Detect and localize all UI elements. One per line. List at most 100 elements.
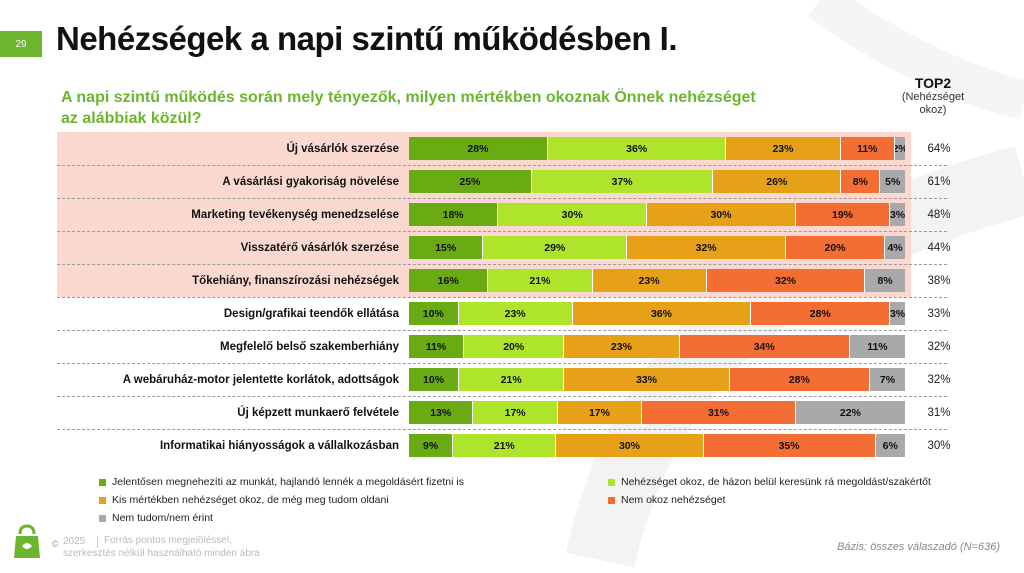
bar-segment: 28% <box>751 302 891 325</box>
bar-segment: 10% <box>409 302 459 325</box>
top2-subtitle-line2: okoz) <box>919 104 947 116</box>
top2-value: 30% <box>927 440 951 452</box>
legend-label: Kis mértékben nehézséget okoz, de még me… <box>112 494 389 506</box>
legend-swatch <box>99 514 106 522</box>
bar-segment: 23% <box>458 302 573 325</box>
bar-segment: 34% <box>679 335 850 358</box>
bar-segment: 2% <box>895 137 905 160</box>
legend-swatch <box>608 496 615 504</box>
chart-row: Informatikai hiányosságok a vállalkozásb… <box>57 429 1011 462</box>
row-divider <box>57 363 947 364</box>
chart-row: Megfelelő belső szakemberhiány 11% 20% 23% 3… <box>57 330 1011 363</box>
bar-segment: 30% <box>498 203 648 226</box>
top2-title: TOP2 <box>914 75 952 91</box>
legend-label: Nem okoz nehézséget <box>621 494 726 506</box>
legend-label: Jelentősen megnehezíti az munkát, hajlan… <box>112 476 464 488</box>
bar-segment: 3% <box>890 203 905 226</box>
legend-item-series-3: Kis mértékben nehézséget okoz, de még me… <box>99 494 389 506</box>
bar-segment: 36% <box>547 137 727 160</box>
top2-value: 64% <box>927 143 951 155</box>
copyright-symbol: © <box>52 539 59 549</box>
bar-segment: 33% <box>564 368 730 391</box>
bar-segment: 3% <box>890 302 905 325</box>
row-divider <box>57 396 947 397</box>
bar-segment: 13% <box>409 401 474 424</box>
page-title: Nehézségek a napi szintű működésben I. <box>56 20 678 57</box>
bar-segment: 23% <box>726 137 841 160</box>
category-label: Új vásárlók szerzése <box>286 142 399 155</box>
shopping-bag-logo-icon <box>14 524 40 558</box>
bar-segment: 23% <box>564 335 680 358</box>
row-divider <box>57 429 947 430</box>
bar-segment: 16% <box>409 269 489 292</box>
footer-source-line2: szerkesztés nélkül használható minden áb… <box>63 548 260 559</box>
bar-segment: 23% <box>592 269 707 292</box>
bar-segment: 29% <box>483 236 628 259</box>
bar-segment: 22% <box>795 401 905 424</box>
bar-segment: 6% <box>875 434 905 457</box>
footer-separator <box>97 536 98 548</box>
legend-item-series-5: Nem tudom/nem érint <box>99 512 213 524</box>
category-label: Tőkehiány, finanszírozási nehézségek <box>192 274 399 287</box>
bar-segment: 4% <box>885 236 905 259</box>
chart-legend: Jelentősen megnehezíti az munkát, hajlan… <box>99 476 979 526</box>
chart-row: Új vásárlók szerzése 28%36%23%11%2% 64% <box>57 132 1011 165</box>
row-divider <box>57 165 947 166</box>
bar-segment: 17% <box>557 401 643 424</box>
top2-value: 32% <box>927 374 951 386</box>
bar-segment: 28% <box>409 137 548 160</box>
bar-segment: 21% <box>488 269 593 292</box>
bar-segment: 37% <box>531 170 714 193</box>
legend-swatch <box>99 496 106 504</box>
bar-segment: 21% <box>453 434 557 457</box>
top2-value: 31% <box>927 407 951 419</box>
top2-value: 44% <box>927 242 951 254</box>
bar-segment: 9% <box>409 434 454 457</box>
chart-row: Tőkehiány, finanszírozási nehézségek 16% 2… <box>57 264 1011 297</box>
bar-segment: 28% <box>729 368 870 391</box>
page-number-badge: 29 <box>0 31 42 57</box>
bar-segment: 30% <box>556 434 704 457</box>
category-label: Design/grafikai teendők ellátása <box>223 307 399 320</box>
top2-value: 61% <box>927 176 951 188</box>
chart-row: Új képzett munkaerő felvétele 13% 17% 17% 31… <box>57 396 1011 429</box>
chart-row: Visszatérő vásárlók szerzése 15% 29% 32% 20%… <box>57 231 1011 264</box>
bar-segment: 20% <box>464 335 565 358</box>
top2-subtitle-line1: (Nehézséget <box>901 91 965 103</box>
footer-year: 2025 <box>63 536 86 547</box>
bar-segment: 15% <box>409 236 484 259</box>
bar-segment: 19% <box>795 203 891 226</box>
category-label: Marketing tevékenység menedzselése <box>191 208 399 221</box>
bar-segment: 5% <box>880 170 905 193</box>
legend-item-series-1: Jelentősen megnehezíti az munkát, hajlan… <box>99 476 464 488</box>
top2-value: 33% <box>927 308 951 320</box>
category-label: Informatikai hiányosságok a vállalkozásb… <box>159 439 399 452</box>
chart-row: Design/grafikai teendők ellátása 10% 23% 36… <box>57 297 1011 330</box>
legend-item-series-4: Nem okoz nehézséget <box>608 494 725 506</box>
top2-header: TOP2 (Nehézséget okoz) <box>893 75 973 117</box>
legend-label: Nem tudom/nem érint <box>112 512 213 524</box>
bar-segment: 30% <box>647 203 796 226</box>
bar-segment: 11% <box>849 335 905 358</box>
survey-question: A napi szintű működés során mely tényező… <box>61 89 756 127</box>
category-label: Megfelelő belső szakemberhiány <box>220 340 399 353</box>
legend-label: Nehézséget okoz, de házon belül keresünk… <box>621 476 931 488</box>
category-label: A vásárlási gyakoriság növelése <box>222 175 399 188</box>
bar-segment: 32% <box>706 269 866 292</box>
bar-segment: 11% <box>409 335 465 358</box>
footer-source-line1: Forrás pontos megjelöléssel, <box>104 535 232 546</box>
bar-segment: 21% <box>459 368 565 391</box>
category-label: Visszatérő vásárlók szerzése <box>240 241 399 254</box>
row-divider <box>57 231 947 232</box>
bar-segment: 35% <box>703 434 876 457</box>
bar-segment: 17% <box>473 401 558 424</box>
row-divider <box>57 198 947 199</box>
bar-segment: 36% <box>572 302 752 325</box>
chart-row: Marketing tevékenység menedzselése 18% 30%… <box>57 198 1011 231</box>
bar-segment: 20% <box>785 236 886 259</box>
chart-row: A vásárlási gyakoriság növelése 25% 37% 26%… <box>57 165 1011 198</box>
legend-swatch <box>99 478 106 486</box>
chart-row: A webáruház-motor jelentette korlátok, a… <box>57 363 1011 396</box>
category-label: Új képzett munkaerő felvétele <box>237 406 399 419</box>
top2-value: 32% <box>927 341 951 353</box>
